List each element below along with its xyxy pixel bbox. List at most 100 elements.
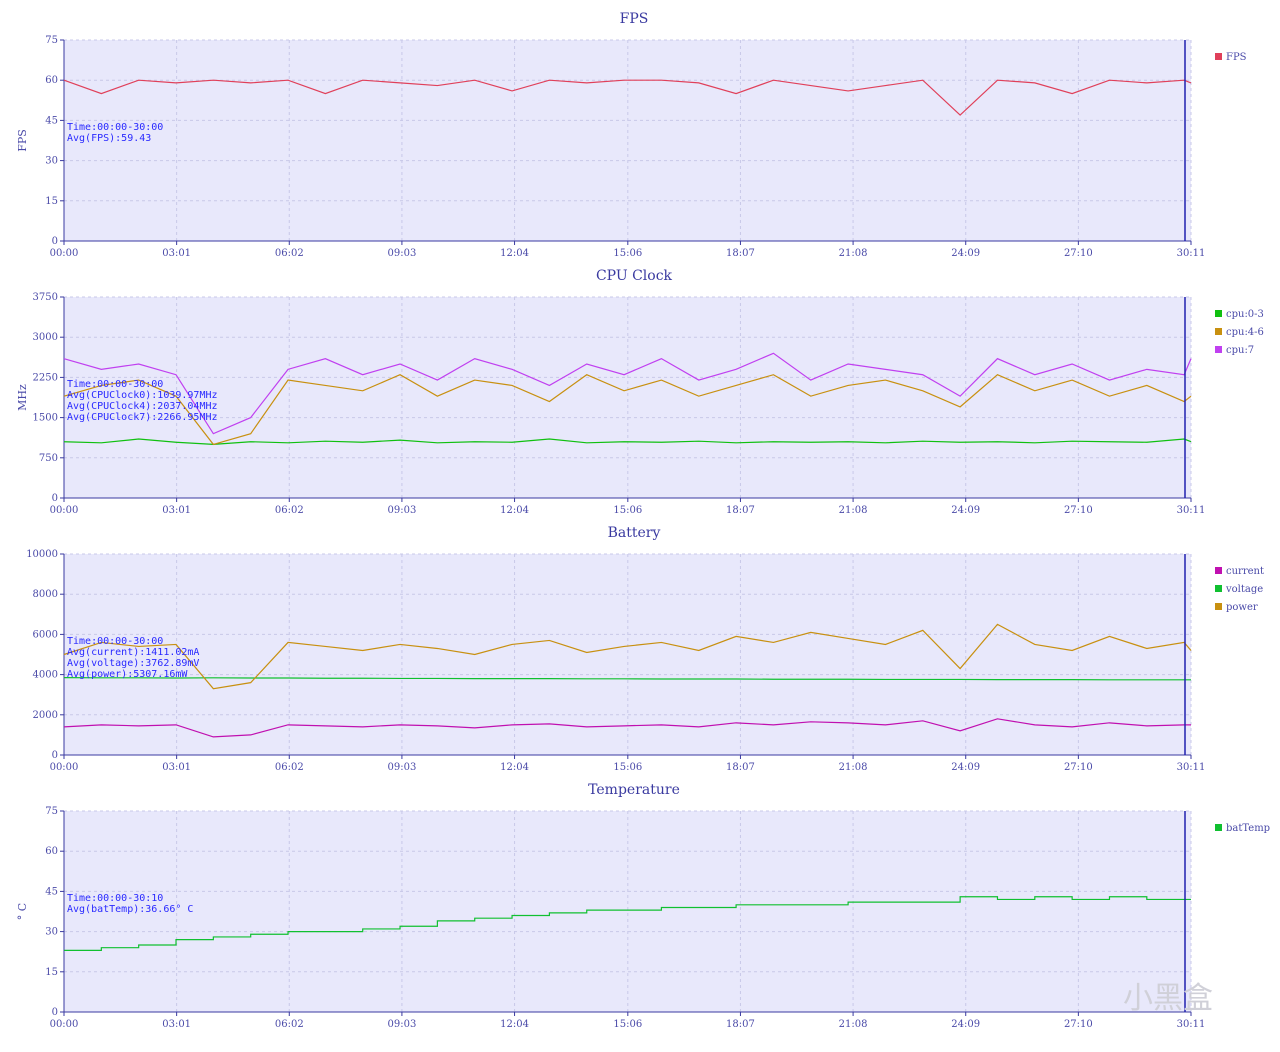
y-tick-label: 60 bbox=[45, 846, 58, 857]
x-tick-label: 24:09 bbox=[951, 1019, 980, 1030]
y-tick-label: 2000 bbox=[33, 710, 58, 721]
x-tick-label: 06:02 bbox=[275, 505, 304, 516]
annotation-text: Time:00:00-30:00 bbox=[67, 122, 163, 133]
x-tick-label: 03:01 bbox=[162, 1019, 191, 1030]
x-tick-label: 27:10 bbox=[1064, 505, 1093, 516]
y-tick-label: 75 bbox=[45, 35, 58, 46]
chart-temperature: Temperature 0 15 30 45 60 75 00:00 03:01 06:02 09:… bbox=[16, 782, 1270, 1030]
chart-title: FPS bbox=[620, 11, 649, 27]
chart-title: Battery bbox=[608, 525, 661, 541]
annotation-text: Avg(voltage):3762.89mV bbox=[67, 658, 199, 669]
x-tick-label: 21:08 bbox=[839, 1019, 868, 1030]
chart-cpu-clock: CPU Clock 0 750 1500 2250 3000 3750 00:00 03:01 0… bbox=[16, 268, 1264, 516]
plot-area bbox=[64, 811, 1191, 1012]
x-tick-label: 09:03 bbox=[387, 248, 416, 259]
x-tick-label: 27:10 bbox=[1064, 248, 1093, 259]
x-tick-label: 18:07 bbox=[726, 505, 755, 516]
x-tick-label: 06:02 bbox=[275, 762, 304, 773]
y-tick-label: 75 bbox=[45, 806, 58, 817]
y-tick-label: 750 bbox=[39, 453, 58, 464]
y-tick-label: 0 bbox=[52, 236, 58, 247]
y-tick-label: 1500 bbox=[33, 413, 58, 424]
series-line-batTemp bbox=[64, 896, 1191, 951]
y-tick-label: 45 bbox=[45, 115, 58, 126]
x-tick-label: 15:06 bbox=[613, 1019, 642, 1030]
x-tick-label: 12:04 bbox=[500, 1019, 529, 1030]
x-tick-label: 00:00 bbox=[50, 762, 79, 773]
x-tick-label: 00:00 bbox=[50, 505, 79, 516]
chart-title: CPU Clock bbox=[596, 268, 673, 284]
x-tick-label: 09:03 bbox=[387, 505, 416, 516]
x-tick-label: 15:06 bbox=[613, 762, 642, 773]
x-tick-label: 30:11 bbox=[1177, 248, 1206, 259]
y-axis-label: MHz bbox=[16, 384, 29, 411]
x-tick-label: 30:11 bbox=[1177, 505, 1206, 516]
plot-area bbox=[64, 40, 1191, 241]
legend-swatch bbox=[1215, 567, 1222, 574]
x-tick-label: 03:01 bbox=[162, 762, 191, 773]
x-tick-label: 18:07 bbox=[726, 248, 755, 259]
annotation-text: Time:00:00-30:00 bbox=[67, 379, 163, 390]
x-tick-label: 27:10 bbox=[1064, 1019, 1093, 1030]
x-tick-label: 03:01 bbox=[162, 505, 191, 516]
legend-label: FPS bbox=[1226, 52, 1247, 63]
x-tick-label: 15:06 bbox=[613, 248, 642, 259]
legend-label: cpu:7 bbox=[1226, 345, 1254, 356]
x-tick-label: 24:09 bbox=[951, 505, 980, 516]
series-line-voltage bbox=[63, 677, 1191, 681]
y-tick-label: 15 bbox=[45, 967, 58, 978]
x-tick-label: 27:10 bbox=[1064, 762, 1093, 773]
annotation-text: Avg(FPS):59.43 bbox=[67, 133, 151, 144]
y-tick-label: 30 bbox=[45, 156, 58, 167]
series-line-cpu-7 bbox=[63, 352, 1192, 435]
x-tick-label: 21:08 bbox=[839, 248, 868, 259]
series-line-cpu-0-3 bbox=[63, 438, 1192, 446]
legend-label: voltage bbox=[1225, 584, 1263, 595]
y-tick-label: 0 bbox=[52, 1007, 58, 1018]
y-tick-label: 30 bbox=[45, 927, 58, 938]
y-tick-label: 45 bbox=[45, 886, 58, 897]
watermark-logo: 小黑盒 bbox=[1123, 981, 1213, 1016]
annotation-text: Avg(CPUClock7):2266.95MHz bbox=[67, 412, 218, 423]
legend-swatch bbox=[1215, 603, 1222, 610]
legend-label: current bbox=[1226, 566, 1264, 577]
annotation-text: Avg(CPUClock4):2037.04MHz bbox=[67, 401, 218, 412]
y-axis-label: ° C bbox=[16, 903, 29, 920]
annotation-text: Avg(current):1411.02mA bbox=[67, 647, 199, 658]
series-line-FPS bbox=[63, 79, 1192, 116]
x-tick-label: 06:02 bbox=[275, 248, 304, 259]
series-line-power bbox=[63, 623, 1192, 690]
legend-swatch bbox=[1215, 53, 1222, 60]
chart-fps: FPS 0 15 30 45 60 75 00:00 03:01 06:02 09:03 12:04 1… bbox=[16, 11, 1247, 259]
x-tick-label: 21:08 bbox=[839, 505, 868, 516]
plot-area bbox=[64, 297, 1191, 498]
y-tick-label: 3750 bbox=[33, 292, 58, 303]
x-tick-label: 30:11 bbox=[1177, 1019, 1206, 1030]
x-tick-label: 30:11 bbox=[1177, 762, 1206, 773]
y-tick-label: 3000 bbox=[33, 332, 58, 343]
x-tick-label: 12:04 bbox=[500, 505, 529, 516]
x-tick-label: 06:02 bbox=[275, 1019, 304, 1030]
chart-title: Temperature bbox=[588, 782, 680, 798]
x-tick-label: 24:09 bbox=[951, 762, 980, 773]
x-tick-label: 15:06 bbox=[613, 505, 642, 516]
annotation-text: Avg(batTemp):36.66° C bbox=[67, 904, 193, 915]
legend-swatch bbox=[1215, 346, 1222, 353]
legend-swatch bbox=[1215, 824, 1222, 831]
x-tick-label: 00:00 bbox=[50, 1019, 79, 1030]
legend-label: cpu:4-6 bbox=[1226, 327, 1264, 338]
y-tick-label: 8000 bbox=[33, 589, 58, 600]
y-tick-label: 15 bbox=[45, 196, 58, 207]
y-axis-label: FPS bbox=[16, 129, 29, 152]
legend-label: cpu:0-3 bbox=[1226, 309, 1264, 320]
legend-label: power bbox=[1226, 602, 1258, 613]
x-tick-label: 00:00 bbox=[50, 248, 79, 259]
x-tick-label: 03:01 bbox=[162, 248, 191, 259]
annotation-text: Time:00:00-30:10 bbox=[67, 893, 163, 904]
y-tick-label: 6000 bbox=[33, 629, 58, 640]
legend-swatch bbox=[1215, 585, 1222, 592]
annotation-text: Time:00:00-30:00 bbox=[67, 636, 163, 647]
y-tick-label: 60 bbox=[45, 75, 58, 86]
series-line-current bbox=[63, 718, 1191, 738]
